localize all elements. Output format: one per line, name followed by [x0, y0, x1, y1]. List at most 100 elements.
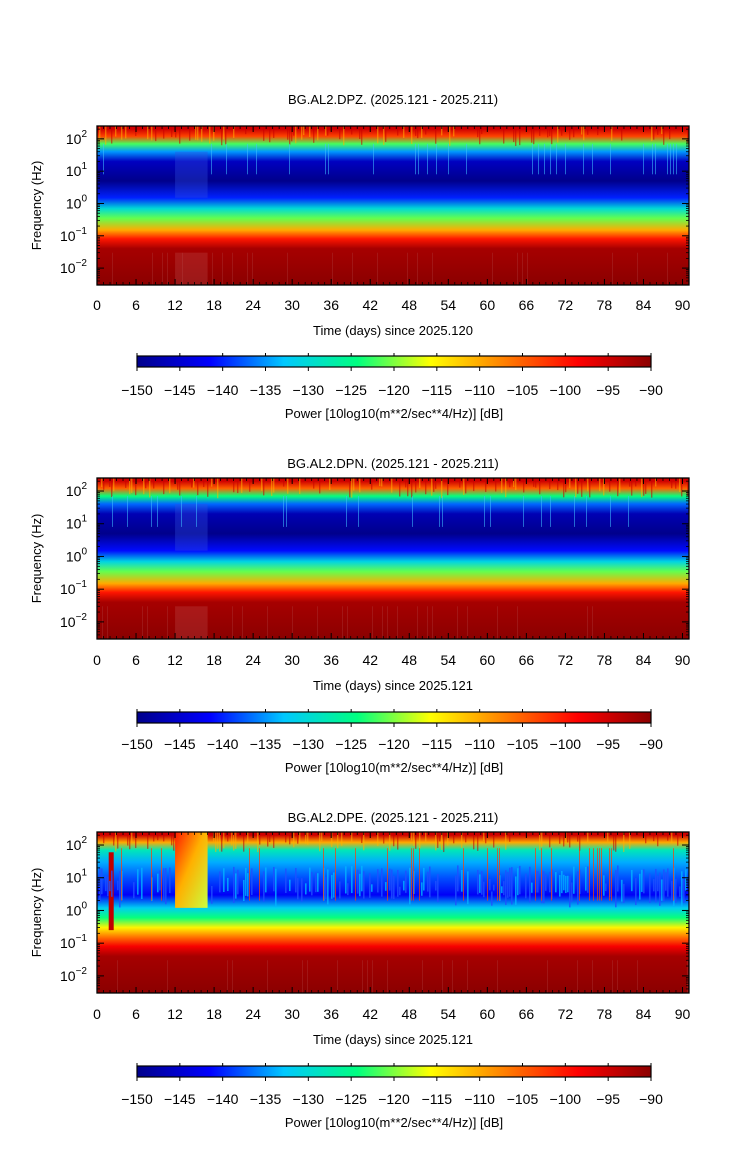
transient-streak — [586, 496, 587, 527]
y-tick-exponent: 1 — [81, 514, 87, 525]
hf-streak — [147, 126, 149, 140]
colorbar-tick-label: −105 — [507, 1091, 539, 1107]
lf-streak — [442, 960, 443, 993]
hf-streak — [519, 126, 521, 146]
hf-streak — [163, 832, 165, 842]
hf-streak — [485, 478, 487, 492]
noise-streak — [621, 879, 623, 902]
hf-streak — [111, 478, 113, 497]
x-tick-label: 30 — [284, 297, 300, 313]
hf-streak — [629, 832, 631, 849]
hf-streak — [437, 832, 439, 848]
hf-streak — [425, 126, 427, 135]
hf-streak — [481, 126, 483, 135]
y-tick-base: 10 — [66, 837, 82, 853]
spike-streak — [249, 848, 250, 901]
hf-streak — [273, 126, 275, 138]
colorbar-bar — [136, 1065, 652, 1078]
hf-streak — [629, 478, 631, 487]
lf-streak — [372, 960, 373, 993]
hf-streak — [337, 832, 339, 849]
lf-streak — [152, 252, 153, 285]
lf-streak — [432, 252, 433, 285]
noise-streak — [289, 879, 291, 892]
hf-streak — [411, 832, 413, 841]
hf-streak — [405, 478, 407, 488]
transient-streak — [544, 143, 545, 175]
y-tick-label: 10−1 — [60, 933, 87, 951]
hf-streak — [439, 832, 441, 842]
lf-streak — [427, 606, 428, 639]
hf-streak — [359, 478, 361, 493]
spike-streak — [335, 848, 336, 901]
transient-streak — [289, 143, 290, 175]
lf-streak — [417, 606, 418, 639]
lf-streak — [497, 606, 498, 639]
hf-streak — [551, 126, 553, 145]
noise-streak — [653, 879, 655, 892]
hf-streak — [103, 478, 105, 490]
hf-streak — [415, 126, 417, 136]
hf-streak — [513, 126, 515, 143]
noise-streak — [305, 883, 307, 895]
hf-streak — [431, 478, 433, 496]
hf-streak — [341, 832, 343, 846]
noise-streak — [105, 875, 107, 892]
lf-streak — [242, 606, 243, 639]
hf-streak — [131, 478, 133, 493]
lf-streak — [147, 606, 148, 639]
hf-streak — [539, 478, 541, 495]
colorbar: −150 −145 −140 −135 −130 −125 −120 −115 −110 −105… — [121, 709, 663, 775]
y-tick-exponent: −1 — [76, 226, 88, 237]
hf-streak — [535, 478, 537, 488]
colorbar-tick-label: −110 — [464, 1091, 495, 1107]
hf-streak — [287, 478, 289, 494]
y-tick-base: 10 — [66, 516, 82, 532]
plot-frame — [96, 831, 690, 994]
noise-streak — [519, 865, 521, 895]
x-tick-label: 54 — [441, 652, 457, 668]
noise-streak — [655, 868, 657, 903]
hf-streak — [407, 478, 409, 497]
y-tick-base: 10 — [66, 548, 82, 564]
y-tick-base: 10 — [60, 614, 76, 630]
hf-streak — [453, 832, 455, 844]
x-tick-label: 48 — [401, 652, 417, 668]
hf-streak — [561, 126, 563, 136]
hf-streak — [485, 832, 487, 844]
hf-streak — [267, 832, 269, 847]
hf-streak — [549, 126, 551, 137]
noise-streak — [577, 871, 579, 905]
y-tick-exponent: 0 — [81, 900, 87, 911]
lf-streak — [167, 606, 168, 639]
hf-streak — [415, 832, 417, 849]
hf-streak — [259, 832, 261, 845]
transient-streak — [583, 143, 584, 175]
hf-streak — [319, 832, 321, 852]
lf-streak — [587, 606, 588, 639]
lf-streak — [667, 252, 668, 285]
hf-streak — [449, 126, 451, 146]
y-tick-exponent: 2 — [81, 835, 87, 846]
hf-streak — [569, 478, 571, 488]
noise-streak — [245, 867, 247, 896]
transient-streak — [211, 143, 212, 175]
lf-streak — [397, 606, 398, 639]
noise-streak — [301, 878, 303, 902]
noise-streak — [515, 876, 517, 905]
spike-streak — [535, 848, 536, 901]
x-tick-label: 6 — [132, 652, 140, 668]
x-tick-label: 84 — [636, 297, 652, 313]
transient-streak — [670, 143, 671, 175]
noise-streak — [615, 870, 617, 908]
noise-streak — [223, 868, 225, 892]
x-tick-label: 24 — [245, 1006, 261, 1022]
noise-streak — [503, 881, 505, 896]
hf-streak — [293, 126, 295, 136]
hf-streak — [327, 126, 329, 136]
noise-streak — [457, 865, 459, 892]
lf-streak — [452, 960, 453, 993]
noise-streak — [455, 875, 457, 906]
x-tick-label: 0 — [93, 652, 101, 668]
hf-streak — [679, 478, 681, 492]
